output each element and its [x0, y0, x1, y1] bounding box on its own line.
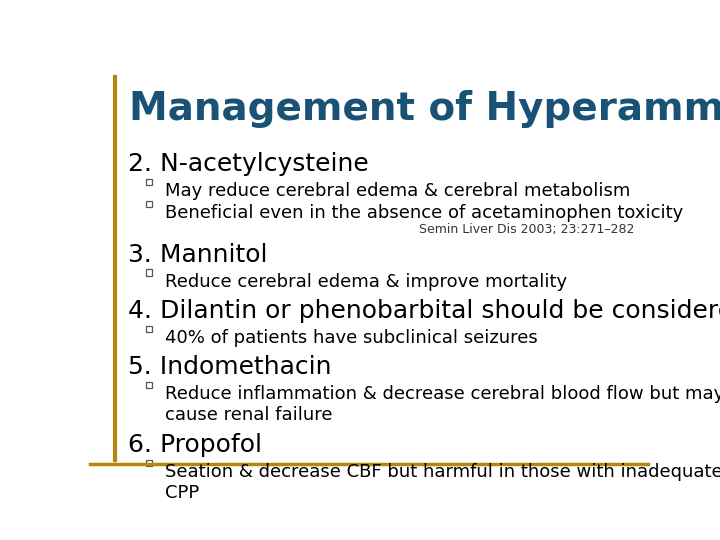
- Bar: [145, 382, 152, 388]
- Text: Beneficial even in the absence of acetaminophen toxicity: Beneficial even in the absence of acetam…: [166, 204, 683, 222]
- Bar: [145, 201, 152, 207]
- Bar: [145, 460, 152, 467]
- Bar: [145, 269, 152, 276]
- Bar: [145, 179, 152, 185]
- Text: Seation & decrease CBF but harmful in those with inadequate
CPP: Seation & decrease CBF but harmful in th…: [166, 463, 720, 502]
- Text: 6. Propofol: 6. Propofol: [128, 433, 262, 457]
- Text: 40% of patients have subclinical seizures: 40% of patients have subclinical seizure…: [166, 329, 538, 347]
- Text: Semin Liver Dis 2003; 23:271–282: Semin Liver Dis 2003; 23:271–282: [418, 223, 634, 236]
- Text: May reduce cerebral edema & cerebral metabolism: May reduce cerebral edema & cerebral met…: [166, 182, 631, 200]
- Text: Reduce inflammation & decrease cerebral blood flow but may
cause renal failure: Reduce inflammation & decrease cerebral …: [166, 385, 720, 424]
- Text: 5. Indomethacin: 5. Indomethacin: [128, 355, 331, 379]
- Text: Management of Hyperammonemia: Management of Hyperammonemia: [129, 90, 720, 128]
- Text: Reduce cerebral edema & improve mortality: Reduce cerebral edema & improve mortalit…: [166, 273, 567, 291]
- Text: 2. N-acetylcysteine: 2. N-acetylcysteine: [128, 152, 369, 176]
- Text: 4. Dilantin or phenobarbital should be considered: 4. Dilantin or phenobarbital should be c…: [128, 299, 720, 323]
- Text: 3. Mannitol: 3. Mannitol: [128, 243, 267, 267]
- Bar: [145, 326, 152, 332]
